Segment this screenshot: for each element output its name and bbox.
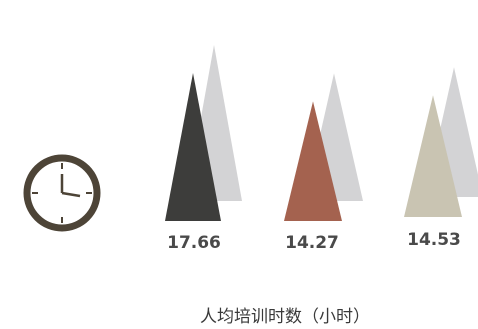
- bar-1: [165, 73, 221, 221]
- bars-group: [165, 45, 478, 221]
- value-label-2: 14.27: [285, 233, 339, 253]
- value-label-1: 17.66: [167, 233, 221, 253]
- chart-title: 人均培训时数（小时）: [200, 307, 370, 327]
- bar-3: [404, 95, 462, 217]
- bar-2: [284, 101, 342, 221]
- clock-minute-hand: [61, 191, 81, 198]
- value-label-3: 14.53: [407, 230, 461, 250]
- clock-icon: [23, 154, 101, 232]
